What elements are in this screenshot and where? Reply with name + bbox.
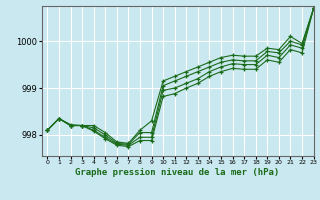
X-axis label: Graphe pression niveau de la mer (hPa): Graphe pression niveau de la mer (hPa) [76, 168, 280, 177]
